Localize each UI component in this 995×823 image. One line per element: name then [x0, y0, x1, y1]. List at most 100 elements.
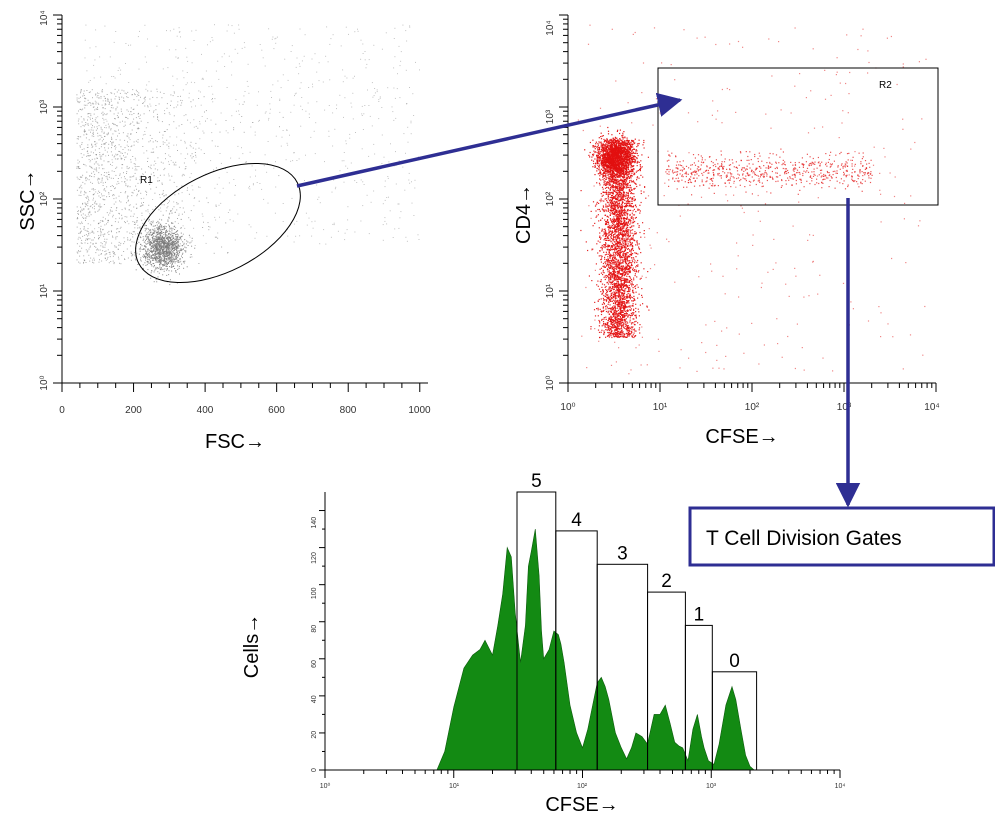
- fsc-ssc-event-dot: [330, 236, 332, 238]
- fsc-ssc-event-dot: [90, 115, 92, 117]
- cfse-cd4-event-dot: [637, 297, 639, 299]
- fsc-ssc-event-dot: [306, 224, 308, 226]
- fsc-ssc-event-dot: [169, 228, 171, 230]
- cfse-cd4-event-dot: [601, 217, 603, 219]
- cfse-cd4-event-dot: [617, 216, 619, 218]
- fsc-ssc-event-dot: [106, 172, 108, 174]
- fsc-ssc-event-dot: [105, 257, 106, 259]
- fsc-ssc-event-dot: [329, 79, 331, 81]
- fsc-ssc-event-dot: [147, 105, 149, 107]
- fsc-ssc-event-dot: [169, 244, 171, 246]
- fsc-ssc-event-dot: [111, 139, 113, 140]
- fsc-ssc-event-dot: [80, 232, 81, 234]
- fsc-ssc-event-dot: [152, 234, 153, 235]
- fsc-ssc-event-dot: [119, 151, 121, 153]
- fsc-ssc-event-dot: [169, 256, 171, 258]
- fsc-ssc-event-dot: [146, 257, 148, 258]
- fsc-ssc-event-dot: [195, 162, 197, 164]
- fsc-ssc-event-dot: [250, 226, 252, 228]
- cfse-cd4-event-dot: [621, 231, 623, 233]
- fsc-ssc-event-dot: [169, 266, 170, 268]
- cfse-cd4-event-dot: [634, 287, 637, 290]
- cfse-cd4-event-dot: [619, 176, 621, 178]
- cfse-cd4-event-dot: [593, 309, 596, 311]
- fsc-ssc-event-dot: [151, 257, 153, 259]
- fsc-ssc-event-dot: [112, 216, 114, 218]
- cfse-cd4-event-dot: [624, 273, 626, 276]
- fsc-ssc-event-dot: [214, 145, 216, 147]
- fsc-ssc-event-dot: [116, 183, 118, 185]
- cfse-cd4-event-dot: [614, 273, 616, 275]
- fsc-ssc-event-dot: [299, 28, 301, 30]
- fsc-ssc-event-dot: [178, 260, 180, 261]
- fsc-ssc-event-dot: [171, 230, 173, 232]
- cfse-cd4-event-dot: [605, 277, 607, 279]
- fsc-ssc-event-dot: [161, 193, 163, 195]
- cfse-cd4-event-dot: [613, 287, 615, 289]
- cfse-cd4-event-dot: [626, 147, 628, 149]
- fsc-ssc-event-dot: [153, 247, 155, 249]
- fsc-ssc-event-dot: [215, 219, 217, 221]
- fsc-ssc-event-dot: [117, 228, 119, 230]
- cfse-cd4-event-dot: [608, 265, 610, 267]
- fsc-ssc-event-dot: [162, 251, 164, 253]
- fsc-ssc-event-dot: [113, 263, 115, 265]
- fsc-ssc-event-dot: [205, 242, 207, 244]
- fsc-ssc-event-dot: [197, 127, 199, 129]
- fsc-ssc-event-dot: [104, 244, 106, 246]
- fsc-ssc-event-dot: [167, 219, 169, 221]
- cfse-cd4-event-dot: [630, 170, 632, 172]
- fsc-ssc-event-dot: [361, 105, 363, 107]
- fsc-ssc-event-dot: [90, 123, 92, 125]
- cfse-cd4-event-dot: [624, 319, 626, 322]
- cfse-cd4-event-dot: [612, 245, 614, 247]
- fsc-ssc-event-dot: [78, 168, 80, 169]
- fsc-ssc-event-dot: [95, 120, 97, 122]
- cfse-cd4-event-dot: [621, 244, 623, 246]
- fsc-ssc-event-dot: [168, 233, 169, 235]
- fsc-ssc-event-dot: [154, 265, 155, 267]
- fsc-ssc-event-dot: [77, 211, 79, 212]
- cfse-cd4-event-dot: [616, 332, 618, 334]
- fsc-ssc-event-dot: [179, 252, 180, 254]
- fsc-ssc-event-dot: [160, 207, 161, 209]
- fsc-ssc-event-dot: [166, 257, 167, 259]
- fsc-ssc-event-dot: [160, 223, 162, 225]
- fsc-ssc-event-dot: [110, 107, 112, 109]
- cfse-cd4-event-dot: [629, 294, 631, 296]
- fsc-ssc-event-dot: [167, 238, 169, 240]
- cfse-cd4-event-dot: [617, 264, 619, 266]
- cfse-cd4-event-dot: [624, 304, 626, 306]
- cfse-cd4-event-dot: [613, 270, 615, 272]
- fsc-ssc-event-dot: [176, 236, 178, 237]
- cfse-cd4-event-dot: [633, 270, 636, 272]
- fsc-ssc-event-dot: [121, 152, 123, 154]
- fsc-ssc-event-dot: [171, 259, 173, 261]
- fsc-ssc-event-dot: [113, 194, 115, 196]
- fsc-ssc-event-dot: [83, 255, 85, 257]
- fsc-ssc-event-dot: [185, 84, 187, 86]
- fsc-ssc-event-dot: [126, 165, 128, 167]
- fsc-ssc-event-dot: [107, 98, 109, 100]
- fsc-ssc-event-dot: [91, 158, 93, 160]
- fsc-ssc-event-dot: [92, 120, 94, 122]
- fsc-ssc-event-dot: [163, 253, 165, 255]
- cfse-cd4-event-dot: [616, 324, 619, 326]
- fsc-ssc-event-dot: [95, 246, 97, 248]
- cfse-cd4-event-dot: [625, 254, 627, 256]
- fsc-ssc-event-dot: [183, 77, 185, 79]
- fsc-ssc-event-dot: [93, 77, 95, 79]
- fsc-ssc-event-dot: [344, 97, 346, 99]
- fsc-ssc-event-dot: [168, 49, 170, 51]
- fsc-ssc-event-dot: [161, 252, 162, 254]
- fsc-ssc-event-dot: [170, 236, 172, 238]
- fsc-ssc-event-dot: [191, 62, 193, 64]
- cfse-cd4-event-dot: [627, 260, 629, 262]
- cfse-cd4-event-dot: [603, 180, 605, 182]
- fsc-ssc-event-dot: [174, 262, 176, 264]
- fsc-ssc-event-dot: [199, 186, 201, 188]
- cfse-cd4-event-dot: [603, 318, 605, 320]
- cfse-cd4-event-dot: [636, 284, 638, 286]
- cfse-cd4-event-dot: [630, 165, 632, 167]
- fsc-ssc-event-dot: [157, 271, 159, 273]
